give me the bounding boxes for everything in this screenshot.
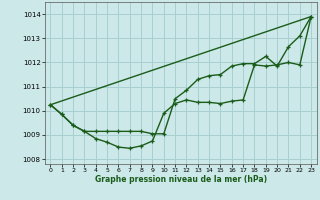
X-axis label: Graphe pression niveau de la mer (hPa): Graphe pression niveau de la mer (hPa) xyxy=(95,175,267,184)
